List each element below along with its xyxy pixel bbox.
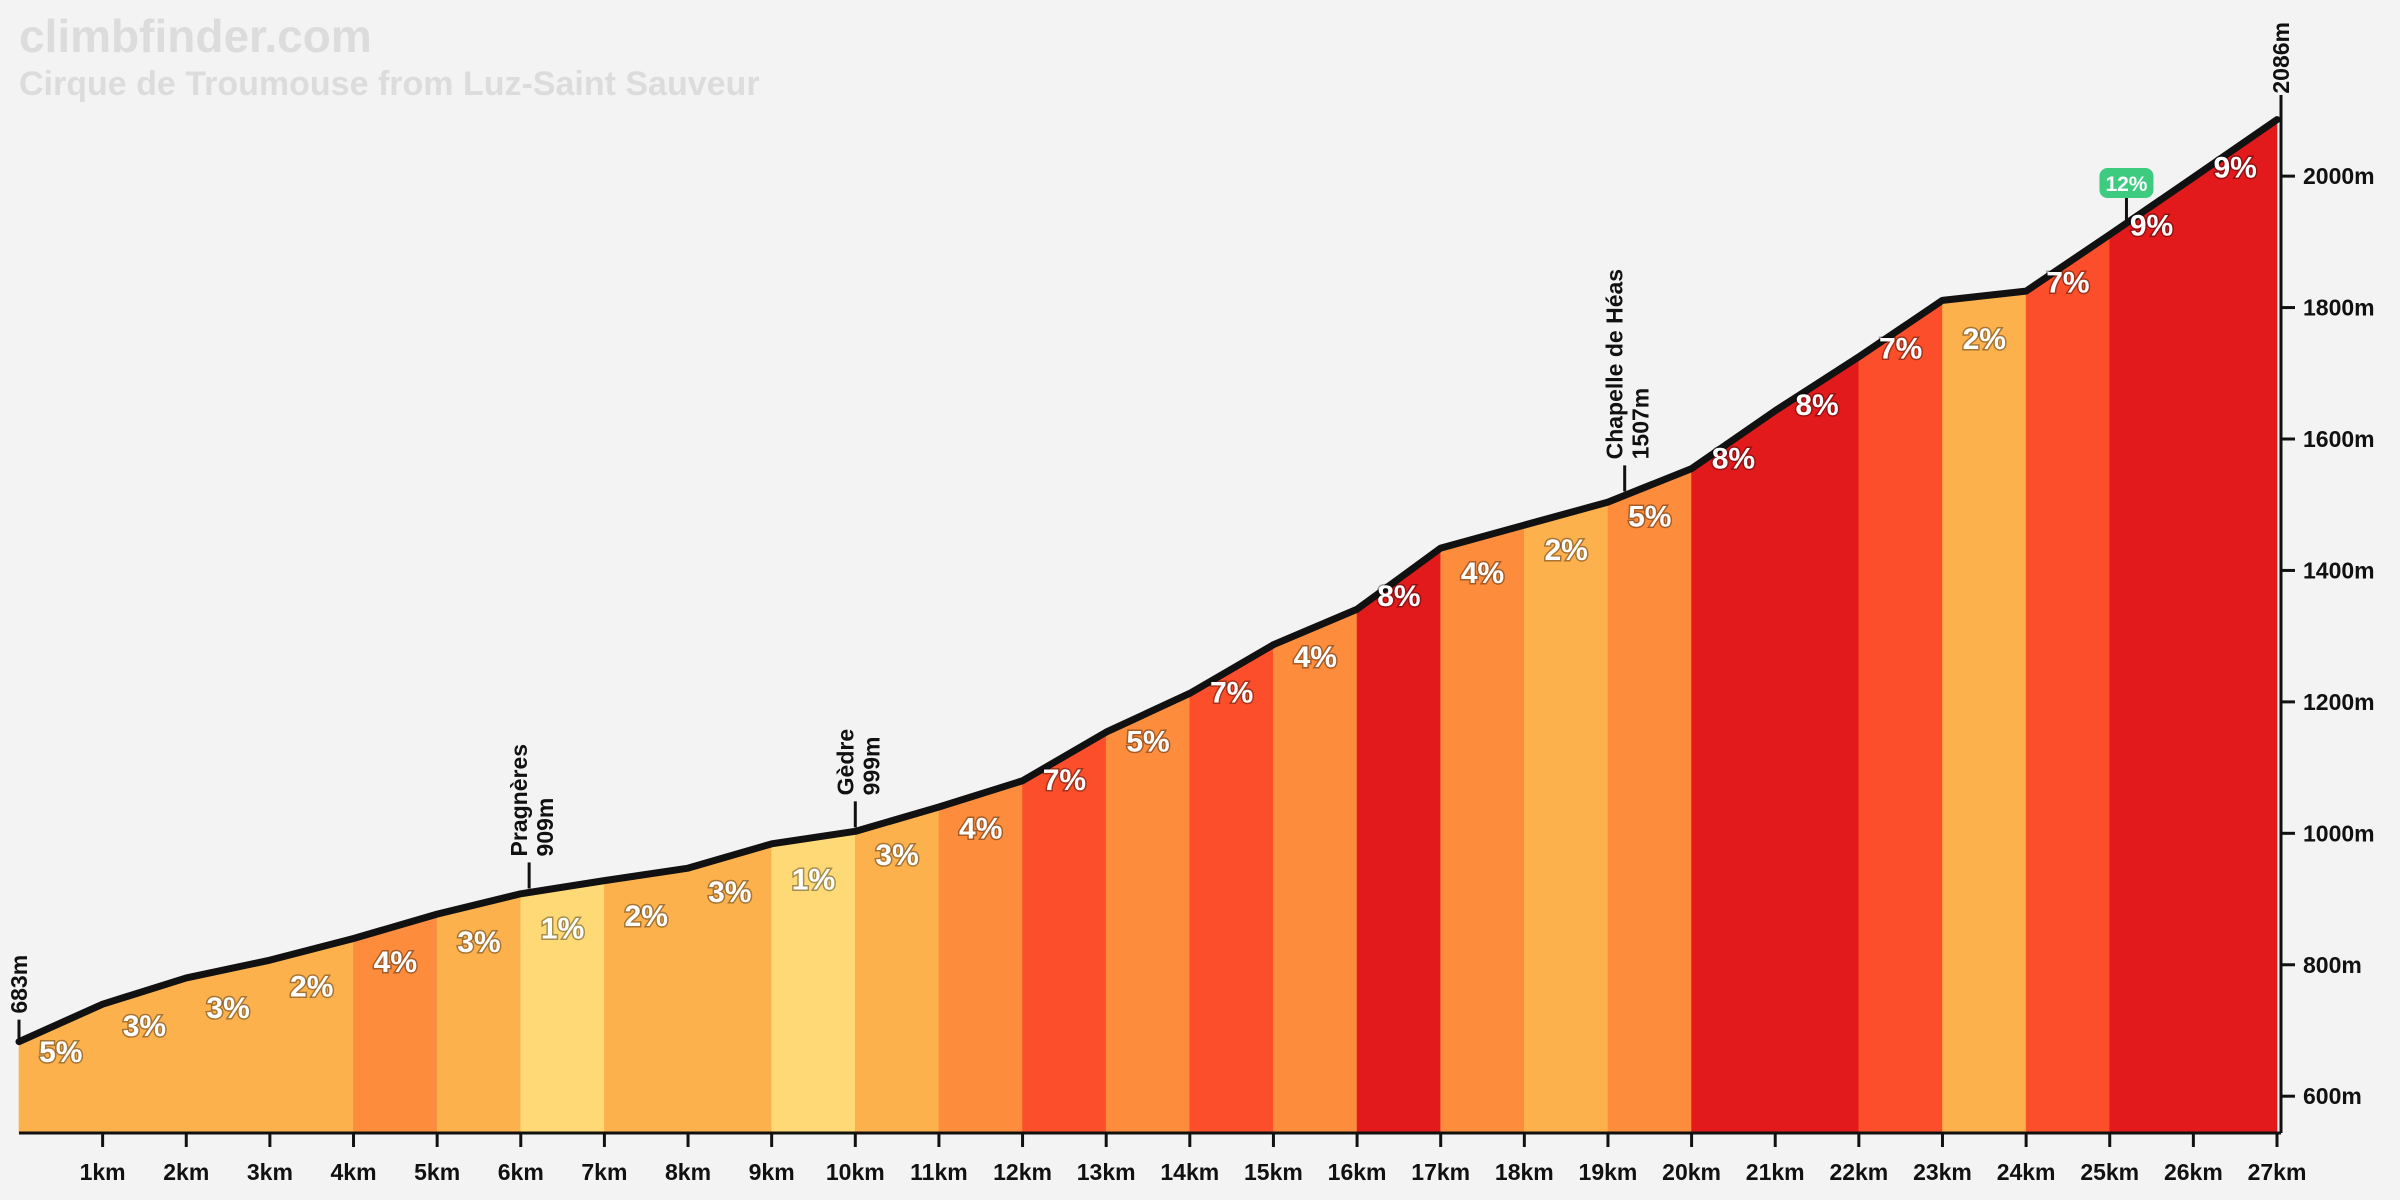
x-tick-label: 3km xyxy=(247,1159,293,1185)
chart-title: climbfinder.com xyxy=(19,10,372,62)
x-tick-label: 15km xyxy=(1244,1159,1303,1185)
gradient-label: 3% xyxy=(708,876,751,909)
gradient-label: 8% xyxy=(1712,443,1755,476)
gradient-label: 1% xyxy=(792,863,835,896)
gradient-label: 3% xyxy=(875,839,918,872)
x-tick-label: 11km xyxy=(910,1159,968,1185)
gradient-label: 8% xyxy=(1795,389,1838,422)
gradient-label: 9% xyxy=(2214,152,2257,185)
gradient-segment xyxy=(185,959,271,1134)
gradient-label: 9% xyxy=(2130,209,2173,242)
x-tick-label: 2km xyxy=(163,1159,209,1185)
x-tick-label: 20km xyxy=(1662,1159,1721,1185)
y-tick-label: 1200m xyxy=(2303,689,2375,715)
gradient-label: 7% xyxy=(2046,267,2089,300)
gradient-segment xyxy=(1524,501,1609,1134)
y-tick-label: 2000m xyxy=(2303,163,2375,189)
gradient-segment xyxy=(1858,299,1943,1134)
x-tick-label: 7km xyxy=(581,1159,627,1185)
x-tick-label: 18km xyxy=(1495,1159,1554,1185)
x-tick-label: 10km xyxy=(826,1159,885,1185)
x-tick-label: 4km xyxy=(330,1159,376,1185)
x-tick-label: 26km xyxy=(2164,1159,2223,1185)
x-tick-label: 21km xyxy=(1746,1159,1805,1185)
gradient-label: 7% xyxy=(1043,764,1086,797)
gradient-segment xyxy=(1691,410,1776,1134)
gradient-segment xyxy=(269,938,354,1134)
gradient-label: 4% xyxy=(1294,641,1337,674)
x-tick-label: 22km xyxy=(1829,1159,1888,1185)
gradient-label: 5% xyxy=(39,1036,82,1069)
gradient-label: 5% xyxy=(1628,501,1671,534)
gradient-segment xyxy=(2025,234,2111,1134)
gradient-segment xyxy=(1607,468,1692,1134)
waypoint-name: Pragnères xyxy=(506,744,532,857)
gradient-label: 4% xyxy=(1461,557,1504,590)
gradient-label: 3% xyxy=(123,1010,166,1043)
max-gradient-label: 12% xyxy=(2105,173,2147,196)
x-tick-label: 17km xyxy=(1411,1159,1470,1185)
gradient-label: 3% xyxy=(206,992,249,1025)
waypoint-elevation: 909m xyxy=(532,798,558,857)
gradient-label: 4% xyxy=(374,946,417,979)
y-tick-label: 1800m xyxy=(2303,295,2375,321)
x-tick-label: 25km xyxy=(2080,1159,2139,1185)
x-tick-label: 13km xyxy=(1077,1159,1136,1185)
gradient-label: 2% xyxy=(625,900,668,933)
x-tick-label: 1km xyxy=(80,1159,126,1185)
x-tick-label: 14km xyxy=(1160,1159,1219,1185)
y-tick-label: 600m xyxy=(2303,1083,2362,1109)
x-tick-label: 19km xyxy=(1579,1159,1638,1185)
y-tick-label: 1000m xyxy=(2303,820,2375,846)
y-tick-label: 1600m xyxy=(2303,426,2375,452)
chart-subtitle: Cirque de Troumouse from Luz-Saint Sauve… xyxy=(19,65,760,103)
y-tick-label: 1400m xyxy=(2303,557,2375,583)
x-tick-label: 8km xyxy=(665,1159,711,1185)
waypoint-name: Gèdre xyxy=(832,729,858,795)
gradient-label: 2% xyxy=(1544,534,1587,567)
gradient-segment xyxy=(1440,524,1525,1134)
max-gradient-badge xyxy=(2099,168,2154,198)
x-tick-label: 24km xyxy=(1997,1159,2056,1185)
waypoint-name: Chapelle de Héas xyxy=(1602,269,1628,459)
gradient-label: 8% xyxy=(1377,580,1420,613)
end-label: 2086m xyxy=(2268,22,2294,94)
x-tick-label: 6km xyxy=(498,1159,544,1185)
gradient-label: 1% xyxy=(541,913,584,946)
gradient-label: 2% xyxy=(1963,323,2006,356)
gradient-label: 4% xyxy=(959,813,1002,846)
waypoint-elevation: 1507m xyxy=(1628,388,1654,460)
x-tick-label: 5km xyxy=(414,1159,460,1185)
y-tick-label: 800m xyxy=(2303,952,2362,978)
waypoint-elevation: 999m xyxy=(858,737,884,796)
gradient-label: 5% xyxy=(1126,725,1169,758)
gradient-segment xyxy=(1774,356,1860,1134)
gradient-segment xyxy=(1942,290,2027,1134)
x-tick-label: 23km xyxy=(1913,1159,1972,1185)
gradient-label: 3% xyxy=(457,926,500,959)
gradient-label: 7% xyxy=(1210,677,1253,710)
gradient-label: 2% xyxy=(290,970,333,1003)
gradient-segment xyxy=(1356,547,1442,1134)
gradient-segment xyxy=(2193,119,2278,1134)
x-tick-label: 27km xyxy=(2248,1159,2307,1185)
gradient-segment xyxy=(2109,176,2194,1134)
start-label: 683m xyxy=(6,955,32,1014)
gradient-segment xyxy=(1189,644,1274,1134)
x-tick-label: 9km xyxy=(749,1159,795,1185)
gradient-label: 7% xyxy=(1879,332,1922,365)
gradient-segment xyxy=(1273,608,1358,1134)
elevation-line xyxy=(15,116,2281,1046)
gradient-segment xyxy=(1105,692,1191,1134)
x-tick-label: 16km xyxy=(1328,1159,1387,1185)
x-tick-label: 12km xyxy=(993,1159,1052,1185)
